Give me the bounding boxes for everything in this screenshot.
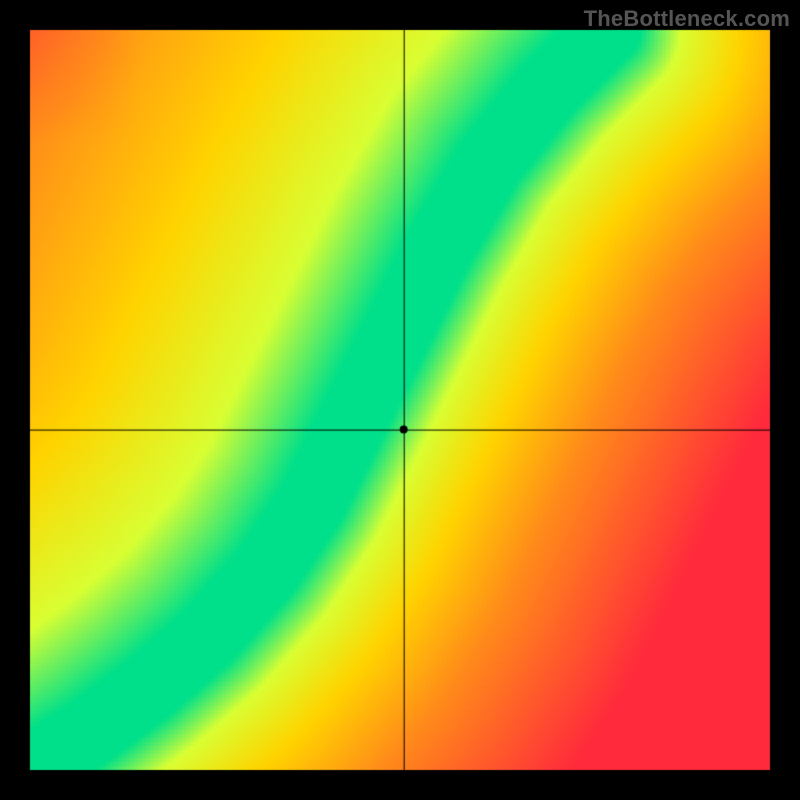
chart-container: { "watermark": { "text": "TheBottleneck.…: [0, 0, 800, 800]
bottleneck-heatmap: [0, 0, 800, 800]
watermark-label: TheBottleneck.com: [584, 6, 790, 32]
